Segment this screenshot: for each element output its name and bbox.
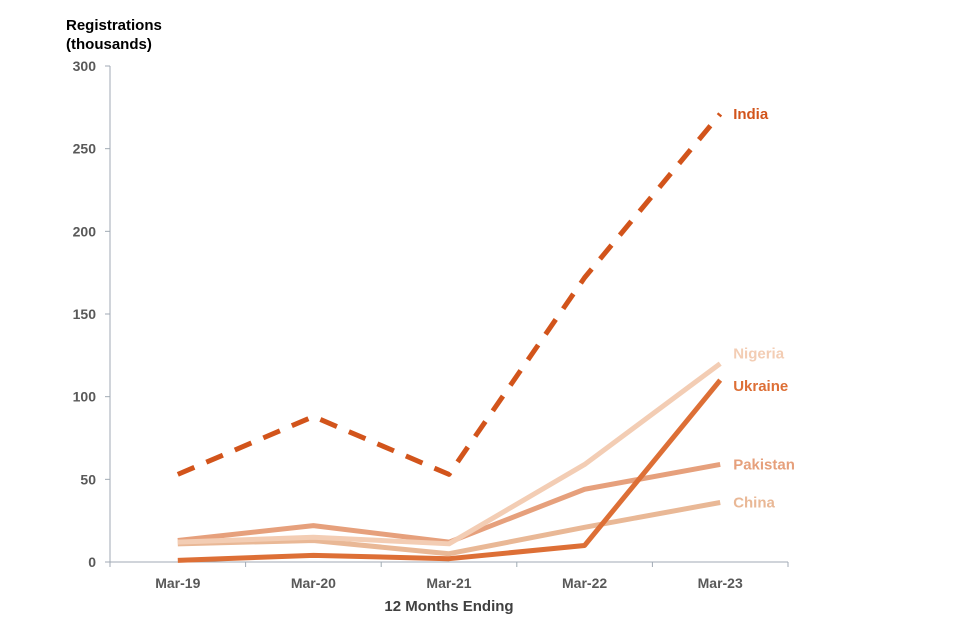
series-lines [176, 112, 723, 563]
x-tick-label: Mar-19 [155, 575, 200, 591]
y-tick-label: 300 [73, 58, 97, 74]
series-line-india [176, 112, 723, 477]
series-line-china [177, 500, 721, 557]
x-tick-label: Mar-23 [698, 575, 743, 591]
series-label-ukraine: Ukraine [733, 378, 788, 395]
x-tick-label: Mar-20 [291, 575, 336, 591]
y-axis-title-line-1: Registrations [66, 17, 162, 34]
x-tick-label: Mar-21 [426, 575, 471, 591]
x-axis-ticks: Mar-19 Mar-20 Mar-21 Mar-22 Mar-23 [109, 562, 789, 591]
y-tick-label: 100 [73, 389, 97, 405]
y-tick-label: 250 [73, 141, 97, 157]
series-line-ukraine [177, 378, 723, 563]
series-label-pakistan: Pakistan [733, 456, 795, 473]
series-label-china: China [733, 494, 775, 511]
y-axis-title-line-2: (thousands) [66, 36, 152, 53]
y-tick-label: 50 [80, 471, 96, 487]
x-axis-title: 12 Months Ending [384, 598, 513, 615]
series-label-nigeria: Nigeria [733, 346, 785, 363]
x-tick-label: Mar-22 [562, 575, 607, 591]
y-tick-label: 200 [73, 223, 97, 239]
series-line-nigeria [177, 361, 722, 547]
series-labels: China Pakistan Nigeria Ukraine India [733, 106, 795, 512]
y-tick-label: 0 [88, 554, 96, 570]
series-label-india: India [733, 106, 769, 123]
y-tick-label: 150 [73, 306, 97, 322]
y-axis-ticks: 0 50 100 150 200 250 300 [73, 58, 110, 570]
